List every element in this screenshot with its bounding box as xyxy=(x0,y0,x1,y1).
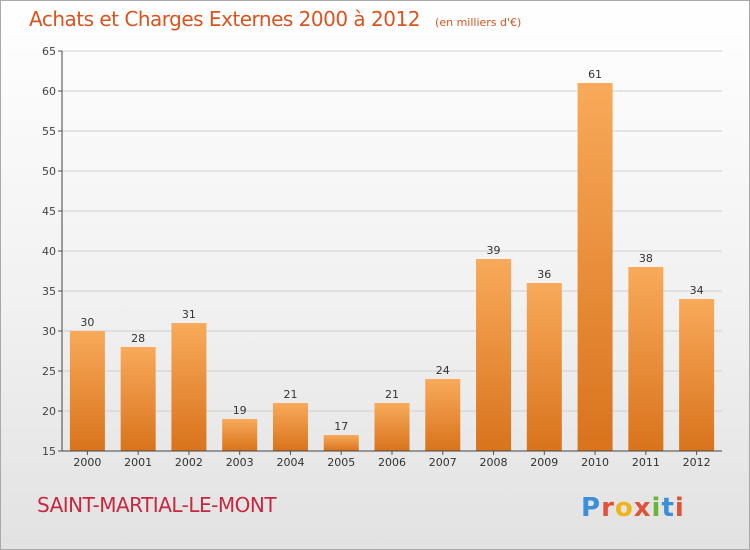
y-tick-label: 35 xyxy=(42,285,56,298)
x-tick-label: 2005 xyxy=(327,456,355,469)
chart-subtitle: (en milliers d'€) xyxy=(435,16,522,29)
svg-text:Proxiti: Proxiti xyxy=(581,493,685,523)
y-tick-label: 50 xyxy=(42,165,56,178)
data-label: 21 xyxy=(283,388,297,401)
x-tick-label: 2008 xyxy=(480,456,508,469)
x-tick-label: 2003 xyxy=(226,456,254,469)
data-label: 17 xyxy=(334,420,348,433)
chart-title: Achats et Charges Externes 2000 à 2012 xyxy=(29,7,420,31)
data-label: 24 xyxy=(436,364,450,377)
data-label: 30 xyxy=(80,316,94,329)
x-tick-label: 2007 xyxy=(429,456,457,469)
bar xyxy=(69,331,105,451)
bars xyxy=(69,83,715,451)
y-tick-label: 45 xyxy=(42,205,56,218)
bar xyxy=(272,403,308,451)
x-tick-label: 2002 xyxy=(175,456,203,469)
x-tick-label: 2010 xyxy=(581,456,609,469)
x-tick-label: 2000 xyxy=(73,456,101,469)
x-tick-label: 2004 xyxy=(276,456,304,469)
bar xyxy=(526,283,562,451)
data-label: 31 xyxy=(182,308,196,321)
y-tick-label: 15 xyxy=(42,445,56,458)
bar xyxy=(679,299,715,451)
y-tick-label: 65 xyxy=(42,45,56,58)
data-label: 61 xyxy=(588,68,602,81)
axes xyxy=(58,50,722,455)
bar xyxy=(628,267,664,451)
data-label: 38 xyxy=(639,252,653,265)
x-tick-label: 2001 xyxy=(124,456,152,469)
x-tick-label: 2012 xyxy=(683,456,711,469)
place-name: SAINT-MARTIAL-LE-MONT xyxy=(37,493,277,517)
data-label: 28 xyxy=(131,332,145,345)
bar xyxy=(323,435,359,451)
x-tick-label: 2006 xyxy=(378,456,406,469)
x-tick-label: 2009 xyxy=(530,456,558,469)
bar xyxy=(577,83,613,451)
bar xyxy=(171,323,207,451)
bar xyxy=(222,419,258,451)
data-label: 19 xyxy=(233,404,247,417)
bar xyxy=(120,347,156,451)
bar xyxy=(425,379,461,451)
title-row: Achats et Charges Externes 2000 à 2012 (… xyxy=(29,7,521,31)
data-label: 39 xyxy=(487,244,501,257)
y-tick-label: 60 xyxy=(42,85,56,98)
proxiti-logo: Proxiti xyxy=(581,493,685,523)
y-tick-label: 30 xyxy=(42,325,56,338)
labels: 15 20 25 30 35 40 45 50 55 60 65 30 2000 28 2001 31 2002… xyxy=(42,45,711,469)
data-label: 36 xyxy=(537,268,551,281)
data-label: 21 xyxy=(385,388,399,401)
bar xyxy=(374,403,410,451)
y-tick-label: 40 xyxy=(42,245,56,258)
data-label: 34 xyxy=(690,284,704,297)
grid-lines xyxy=(62,50,722,412)
y-tick-label: 20 xyxy=(42,405,56,418)
y-tick-label: 55 xyxy=(42,125,56,138)
x-tick-label: 2011 xyxy=(632,456,660,469)
y-tick-label: 25 xyxy=(42,365,56,378)
bar xyxy=(476,259,512,451)
